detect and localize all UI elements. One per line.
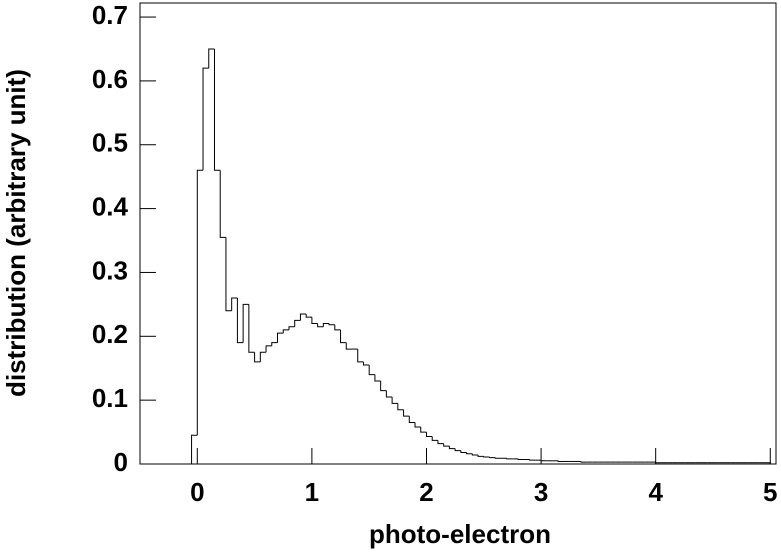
histogram-bin: [385, 390, 393, 398]
histogram-bin: [374, 374, 381, 382]
histogram-bin: [529, 459, 536, 461]
histogram-bin: [764, 462, 771, 464]
histogram-bin: [655, 462, 662, 464]
x-tick-label: 5: [763, 477, 777, 507]
histogram-bin: [196, 169, 204, 436]
histogram-bin: [305, 313, 312, 318]
histogram-bin: [213, 48, 221, 171]
histogram-bin: [368, 365, 375, 376]
histogram-bin: [437, 440, 444, 445]
histogram-bin: [311, 317, 318, 325]
histogram-bin: [254, 352, 261, 363]
histogram-bin: [557, 460, 564, 462]
histogram-bin: [282, 329, 289, 334]
histogram-bin: [466, 452, 473, 455]
y-tick-label: 0.5: [92, 128, 128, 158]
histogram-bin: [294, 319, 301, 327]
histogram-bin: [265, 345, 272, 353]
histogram-bin: [277, 332, 284, 343]
histogram-bin: [420, 426, 427, 433]
y-tick-label: 0.7: [92, 0, 128, 30]
histogram-bin: [334, 324, 341, 331]
histogram-bin: [191, 434, 198, 464]
histogram-bin: [248, 304, 255, 353]
histogram-bin: [242, 303, 249, 343]
histogram-bin: [345, 342, 352, 350]
histogram-bin: [225, 237, 232, 312]
histogram-bin: [322, 323, 330, 327]
histogram-bin: [328, 323, 335, 326]
histogram-bin: [391, 396, 398, 404]
x-tick-label: 3: [534, 477, 548, 507]
histogram-bin: [425, 432, 433, 438]
histogram-bin: [540, 460, 547, 462]
histogram-bin: [448, 446, 456, 450]
histogram-bin: [580, 461, 587, 463]
y-tick-label: 0.4: [92, 191, 129, 221]
histogram-bin: [299, 313, 307, 321]
x-axis-label: photo-electron: [369, 519, 551, 549]
x-tick-label: 4: [648, 477, 663, 507]
x-tick-label: 0: [190, 477, 204, 507]
histogram-bin: [259, 351, 267, 362]
histogram-bin: [471, 453, 479, 456]
histogram-bin: [483, 456, 490, 458]
y-axis-label: distribution (arbitrary unit): [1, 69, 31, 397]
histogram-bin: [403, 409, 410, 417]
histogram-bin: [236, 297, 244, 344]
frame: [139, 2, 777, 465]
histogram-bin: [271, 342, 278, 346]
y-tick-label: 0.1: [92, 383, 128, 413]
histogram-bin: [362, 361, 370, 366]
histogram-bin: [443, 443, 450, 447]
histogram-bin: [494, 457, 501, 459]
histogram-bin: [208, 48, 215, 69]
histogram-bin: [219, 170, 226, 238]
histogram-bin: [460, 450, 467, 454]
histogram-bin: [317, 323, 324, 328]
histogram-bin: [477, 455, 484, 457]
histogram-bin: [380, 380, 387, 392]
y-tick-label: 0.2: [92, 319, 128, 349]
y-tick-label: 0.6: [92, 64, 128, 94]
histogram-bin: [357, 349, 364, 363]
x-tick-label: 1: [305, 477, 319, 507]
histogram-bin: [408, 416, 416, 423]
histogram-bin: [414, 422, 421, 428]
histogram-bin: [202, 67, 209, 171]
histogram-bin: [506, 458, 513, 460]
histogram-bin: [397, 403, 404, 411]
y-tick-label: 0: [114, 447, 128, 477]
histogram-bin: [454, 448, 461, 452]
histogram-bin: [431, 436, 438, 441]
histogram-bin: [231, 297, 238, 311]
histogram-bin: [517, 458, 524, 461]
y-tick-label: 0.3: [92, 255, 128, 285]
x-tick-label: 2: [419, 477, 433, 507]
histogram-bin: [288, 326, 295, 330]
histogram-bin: [489, 456, 496, 459]
histogram-bin: [340, 329, 347, 344]
